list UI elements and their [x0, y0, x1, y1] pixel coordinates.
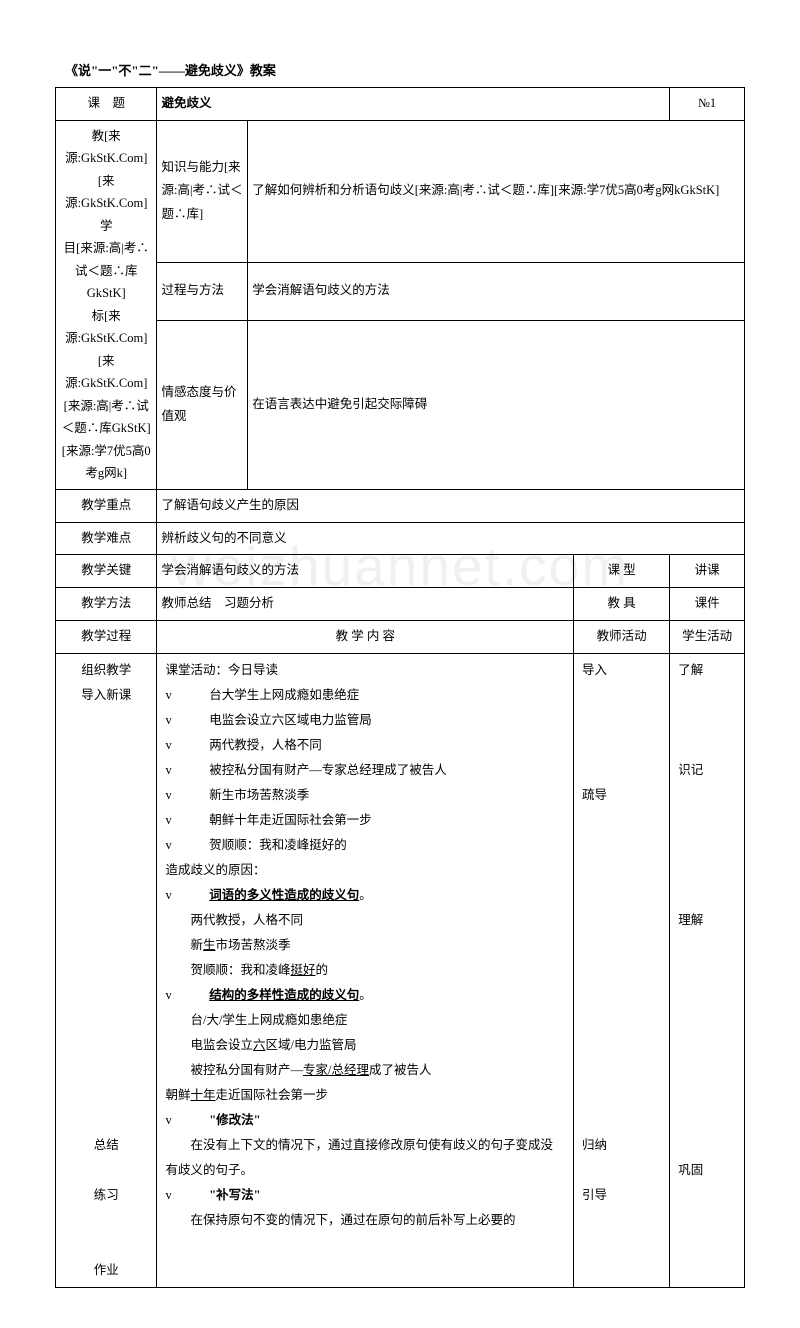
method-value: 教师总结 习题分析: [157, 588, 574, 621]
teacher-activity: 导入 疏导 归纳 引导: [574, 653, 670, 1287]
ability-value: 了解如何辨析和分析语句歧义[来源:高|考∴试＜题∴库][来源:学7优5高0考g网…: [248, 120, 745, 262]
content-label: 教 学 内 容: [157, 620, 574, 653]
attitude-value: 在语言表达中避免引起交际障碍: [248, 320, 745, 489]
process-method-value: 学会消解语句歧义的方法: [248, 262, 745, 320]
process-steps: 组织教学导入新课 总结 练习 作业: [56, 653, 157, 1287]
lesson-plan-table: 课 题 避免歧义 №1 教[来源:GkStK.Com][来源:GkStK.Com…: [55, 87, 745, 1288]
method-label: 教学方法: [56, 588, 157, 621]
focus-label: 教学重点: [56, 489, 157, 522]
type-label: 课 型: [574, 555, 670, 588]
no-label: №1: [670, 88, 745, 121]
topic-label: 课 题: [56, 88, 157, 121]
document-title: 《说"一"不"二"——避免歧义》教案: [55, 60, 745, 79]
type-value: 讲课: [670, 555, 745, 588]
process-label: 教学过程: [56, 620, 157, 653]
tool-label: 教 具: [574, 588, 670, 621]
student-label: 学生活动: [670, 620, 745, 653]
key-value: 学会消解语句歧义的方法: [157, 555, 574, 588]
teacher-label: 教师活动: [574, 620, 670, 653]
ability-label: 知识与能力[来源:高|考∴试＜题∴库]: [157, 120, 248, 262]
objectives-label: 教[来源:GkStK.Com][来源:GkStK.Com] 学 目[来源:高|考…: [56, 120, 157, 489]
attitude-label: 情感态度与价值观: [157, 320, 248, 489]
process-method-label: 过程与方法: [157, 262, 248, 320]
tool-value: 课件: [670, 588, 745, 621]
difficulty-label: 教学难点: [56, 522, 157, 555]
difficulty-value: 辨析歧义句的不同意义: [157, 522, 745, 555]
topic-value: 避免歧义: [157, 88, 670, 121]
focus-value: 了解语句歧义产生的原因: [157, 489, 745, 522]
student-activity: 了解 识记 理解 巩固: [670, 653, 745, 1287]
content-body: 课堂活动：今日导读v 台大学生上网成瘾如患绝症v 电监会设立六区域电力监管局v …: [157, 653, 574, 1287]
key-label: 教学关键: [56, 555, 157, 588]
